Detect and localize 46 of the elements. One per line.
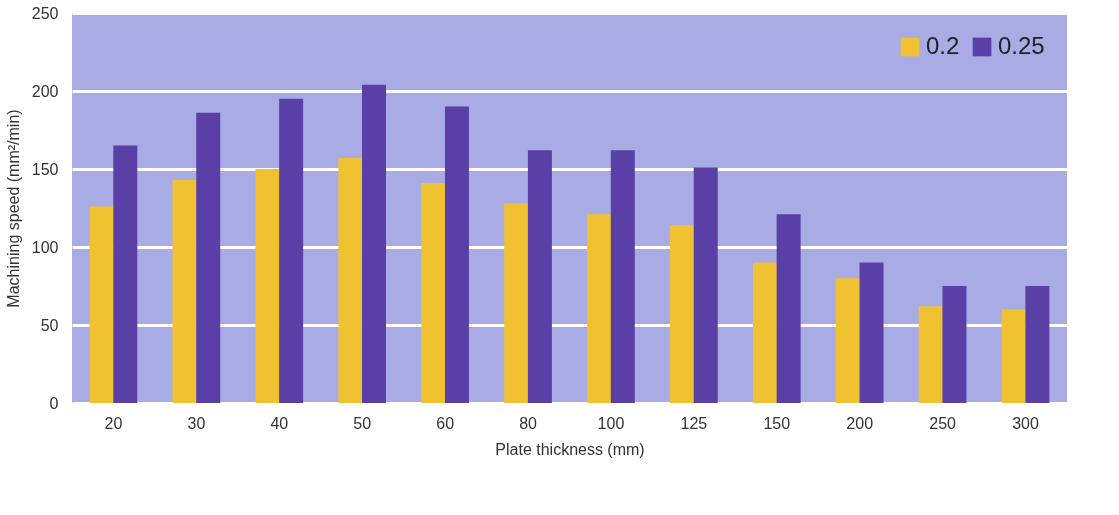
bar: [1025, 286, 1050, 403]
y-tick-label: 0: [49, 394, 59, 412]
bar: [421, 183, 446, 403]
bar: [362, 84, 387, 403]
legend-label: 0.25: [998, 32, 1045, 59]
bar: [776, 214, 801, 403]
bar: [504, 203, 529, 403]
bar: [670, 225, 695, 403]
y-tick-label: 200: [31, 82, 59, 100]
y-tick-label: 150: [31, 160, 59, 178]
bar: [196, 112, 221, 403]
x-tick-label: 125: [680, 414, 708, 432]
x-tick-label: 20: [104, 414, 123, 432]
bar: [942, 286, 967, 403]
bar: [693, 167, 718, 403]
bar: [859, 262, 884, 403]
y-axis-title: Machining speed (mm²/min): [4, 109, 22, 308]
y-tick-label: 50: [40, 316, 59, 334]
bar: [1001, 309, 1026, 403]
x-axis-title: Plate thickness (mm): [495, 440, 645, 458]
x-tick-label: 60: [436, 414, 455, 432]
bar: [172, 179, 197, 403]
x-tick-label: 40: [270, 414, 289, 432]
x-tick-label: 100: [597, 414, 625, 432]
bar: [255, 169, 280, 403]
x-tick-label: 250: [929, 414, 957, 432]
y-tick-label: 100: [31, 238, 59, 256]
y-tick-label: 250: [31, 4, 59, 22]
bar: [444, 106, 469, 403]
bar: [587, 214, 612, 403]
legend-label: 0.2: [926, 32, 960, 59]
bar: [835, 278, 860, 403]
x-tick-label: 150: [763, 414, 791, 432]
bar: [338, 158, 363, 403]
bar: [527, 150, 552, 403]
x-tick-label: 80: [519, 414, 538, 432]
bar: [113, 145, 138, 403]
bar: [752, 262, 777, 403]
x-tick-label: 50: [353, 414, 372, 432]
bar: [610, 150, 635, 403]
bar: [89, 206, 114, 403]
bar: [279, 98, 304, 403]
bar: [918, 306, 943, 403]
x-tick-label: 30: [187, 414, 206, 432]
x-tick-label: 300: [1012, 414, 1039, 432]
x-tick-label: 200: [846, 414, 874, 432]
